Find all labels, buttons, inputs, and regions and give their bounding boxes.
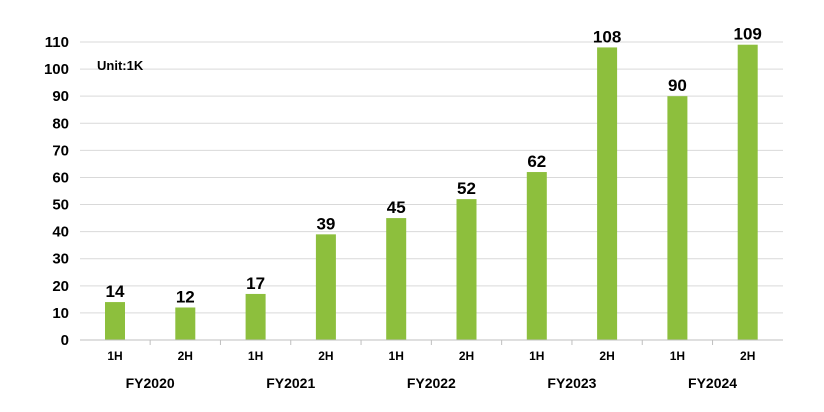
- y-tick-label: 10: [52, 305, 69, 322]
- x-group-label: FY2021: [266, 375, 315, 391]
- y-tick-label: 30: [52, 251, 69, 268]
- unit-note: Unit:1K: [97, 58, 144, 73]
- y-tick-label: 20: [52, 278, 69, 295]
- data-label: 45: [387, 198, 406, 217]
- data-label: 17: [246, 274, 265, 293]
- x-tick-label: 2H: [178, 349, 193, 363]
- bar: [456, 199, 477, 340]
- bar: [667, 96, 688, 340]
- y-tick-label: 60: [52, 169, 69, 186]
- data-label: 39: [316, 214, 335, 233]
- x-group-label: FY2022: [407, 375, 456, 391]
- bar: [105, 302, 125, 340]
- data-label: 14: [106, 282, 125, 301]
- x-tick-label: 2H: [740, 349, 755, 363]
- data-labels: 14 12 17 39 45 52 62 108 90 109: [106, 25, 762, 307]
- x-tick-label: 2H: [318, 349, 333, 363]
- y-tick-label: 100: [44, 61, 69, 78]
- x-tick-label: 2H: [459, 349, 474, 363]
- bar: [597, 47, 618, 340]
- y-tick-label: 40: [52, 224, 69, 241]
- bar: [175, 307, 196, 340]
- bar: [737, 44, 758, 340]
- x-tick-label: 2H: [599, 349, 614, 363]
- data-label: 62: [527, 152, 546, 171]
- y-tick-label: 0: [61, 332, 69, 349]
- data-label: 108: [593, 27, 621, 46]
- x-tick-label: 1H: [389, 349, 404, 363]
- x-tick-label: 1H: [529, 349, 544, 363]
- bar: [526, 172, 547, 340]
- bar: [245, 293, 266, 340]
- x-tick-label: 1H: [107, 349, 122, 363]
- y-tick-label: 90: [52, 88, 69, 105]
- x-tick-label: 1H: [248, 349, 263, 363]
- y-tick-label: 110: [45, 34, 69, 51]
- x-group-label: FY2020: [126, 375, 175, 391]
- bar: [386, 218, 407, 340]
- y-axis-ticks: 0 10 20 30 40 50 60 70 80 90 100 110: [44, 34, 69, 349]
- x-tick-label: 1H: [670, 349, 685, 363]
- data-label: 12: [176, 287, 195, 306]
- y-tick-label: 80: [52, 115, 69, 132]
- bar: [315, 234, 336, 340]
- bars: [105, 44, 758, 340]
- x-group-label: FY2024: [688, 375, 737, 391]
- data-label: 90: [668, 76, 687, 95]
- y-tick-label: 50: [52, 197, 69, 214]
- y-tick-label: 70: [52, 142, 69, 159]
- x-group-label: FY2023: [547, 375, 596, 391]
- data-label: 52: [457, 179, 476, 198]
- grid-lines: [80, 41, 783, 314]
- data-label: 109: [734, 25, 762, 44]
